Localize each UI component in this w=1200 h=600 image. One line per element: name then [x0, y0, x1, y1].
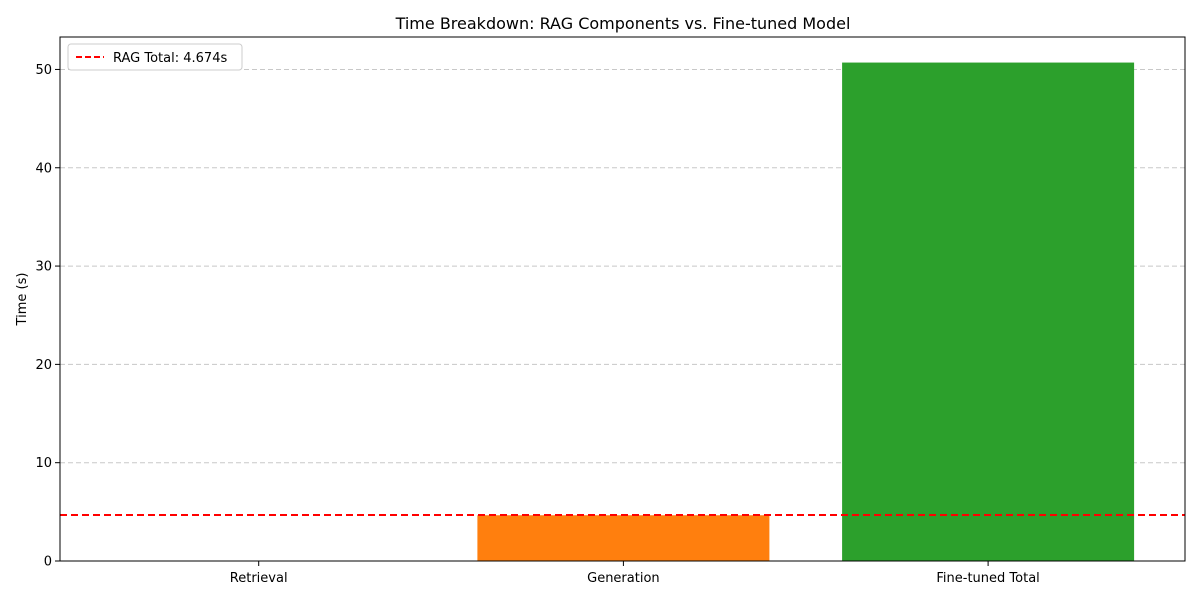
- legend: RAG Total: 4.674s: [67, 43, 243, 71]
- y-axis-label: Time (s): [15, 273, 30, 327]
- bar-fine-tuned-total: [842, 62, 1135, 561]
- bars: [112, 62, 1135, 561]
- y-tick-label: 50: [35, 63, 52, 78]
- x-tick-label: Generation: [587, 571, 660, 586]
- y-tick-label: 20: [35, 358, 52, 373]
- plot-frame: [59, 36, 1186, 562]
- bar-generation: [477, 515, 770, 561]
- x-tick-label: Fine-tuned Total: [936, 571, 1039, 586]
- y-axis-ticks: 0 10 20 30 40 50: [35, 63, 60, 570]
- y-tick-label: 10: [35, 456, 52, 471]
- x-axis-ticks: Retrieval Generation Fine-tuned Total: [230, 561, 1040, 586]
- y-tick-label: 40: [35, 161, 52, 176]
- y-tick-label: 30: [35, 260, 52, 275]
- legend-label: RAG Total: 4.674s: [113, 51, 227, 66]
- y-tick-label: 0: [44, 555, 52, 570]
- legend-box: [67, 43, 243, 71]
- chart-title: Time Breakdown: RAG Components vs. Fine-…: [395, 14, 851, 33]
- x-tick-label: Retrieval: [230, 571, 288, 586]
